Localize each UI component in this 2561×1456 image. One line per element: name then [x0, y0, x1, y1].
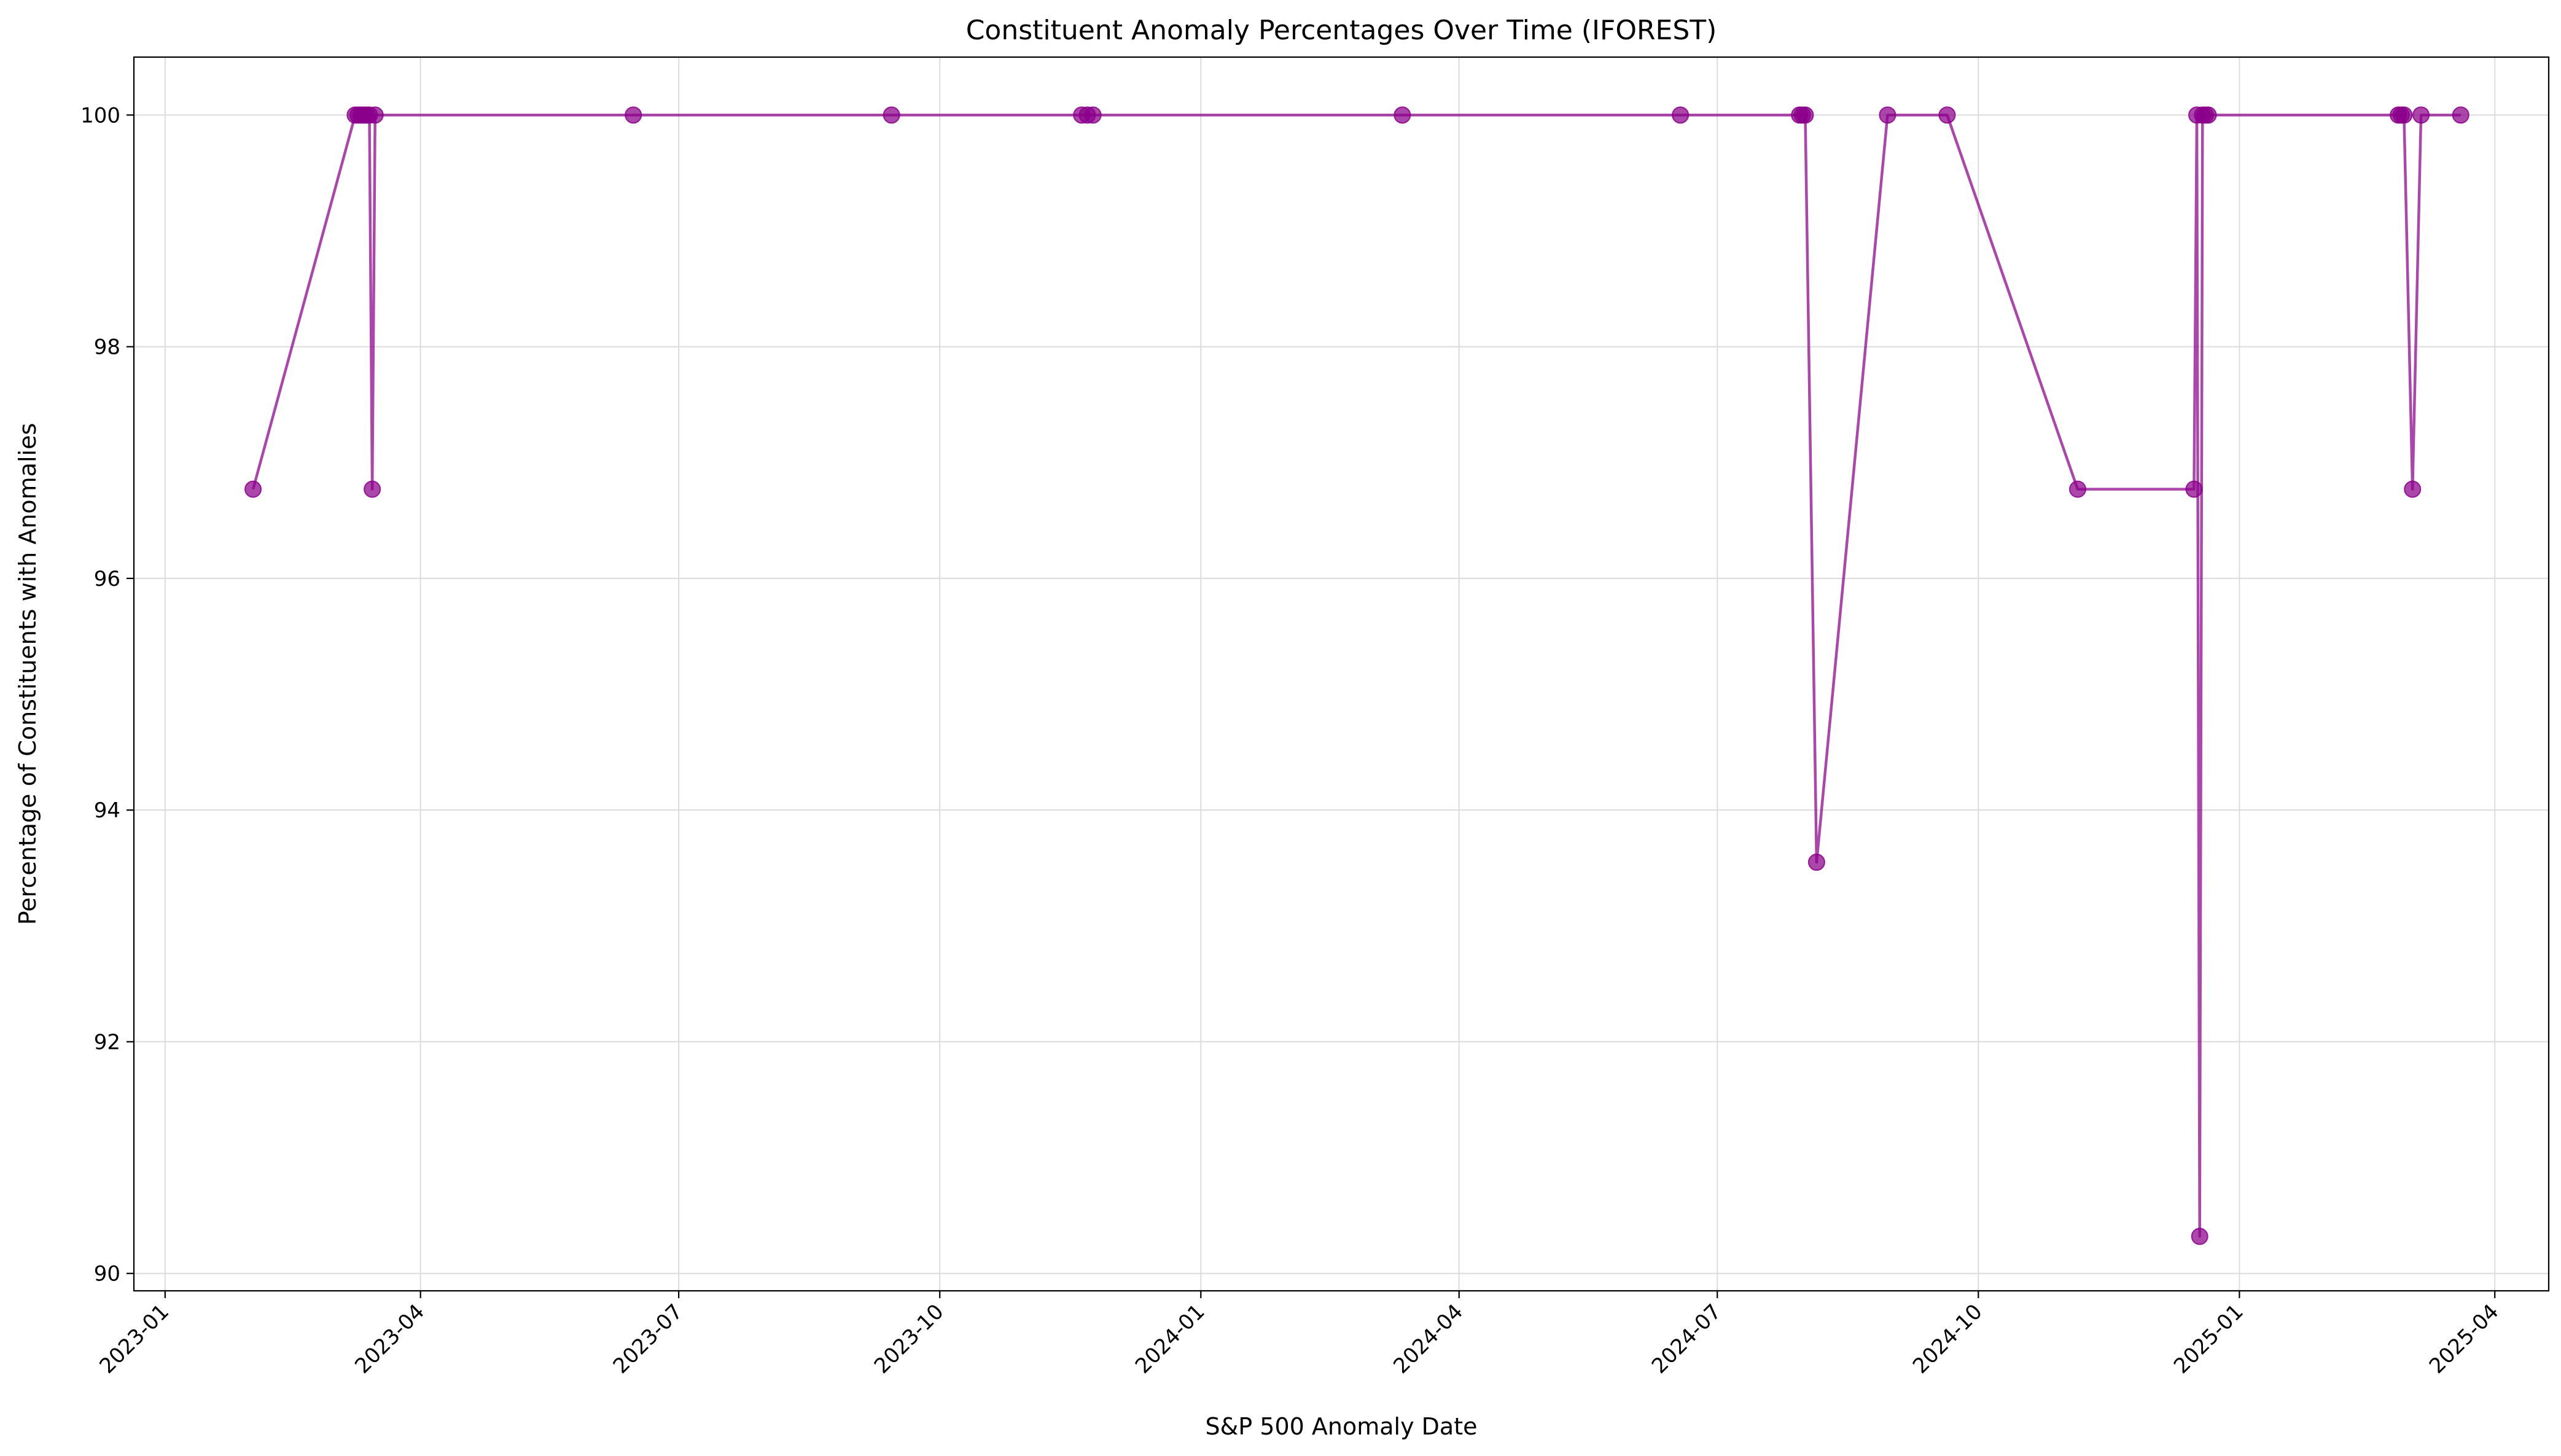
- data-point: [2185, 480, 2203, 498]
- data-point: [1084, 106, 1102, 124]
- y-tick-label: 96: [94, 567, 120, 591]
- data-point: [366, 106, 384, 124]
- data-point: [364, 480, 381, 498]
- data-point: [2404, 480, 2422, 498]
- data-point: [2452, 106, 2469, 124]
- y-axis-label: Percentage of Constituents with Anomalie…: [14, 423, 41, 925]
- data-point: [625, 106, 642, 124]
- data-point: [1938, 106, 1956, 124]
- chart-title: Constituent Anomaly Percentages Over Tim…: [966, 15, 1717, 46]
- series: [244, 106, 2469, 1245]
- plot-area-frame: [133, 56, 2550, 1292]
- y-tick-label: 90: [94, 1262, 120, 1287]
- y-tick-label: 92: [94, 1030, 120, 1054]
- data-point: [1796, 106, 1814, 124]
- data-point: [2199, 106, 2217, 124]
- data-point: [2412, 106, 2430, 124]
- y-tick-label: 100: [80, 103, 120, 128]
- data-point: [2069, 480, 2087, 498]
- x-axis-label: S&P 500 Anomaly Date: [1206, 1413, 1478, 1440]
- data-point: [1879, 106, 1896, 124]
- data-point: [244, 480, 262, 498]
- data-point: [1394, 106, 1411, 124]
- data-point: [2395, 106, 2413, 124]
- data-point: [2191, 1228, 2208, 1245]
- data-point: [883, 106, 900, 124]
- y-tick-label: 94: [94, 798, 120, 823]
- series-group: [244, 106, 2469, 1245]
- y-tick-label: 98: [94, 335, 120, 360]
- data-point: [1672, 106, 1690, 124]
- data-point: [1807, 854, 1825, 871]
